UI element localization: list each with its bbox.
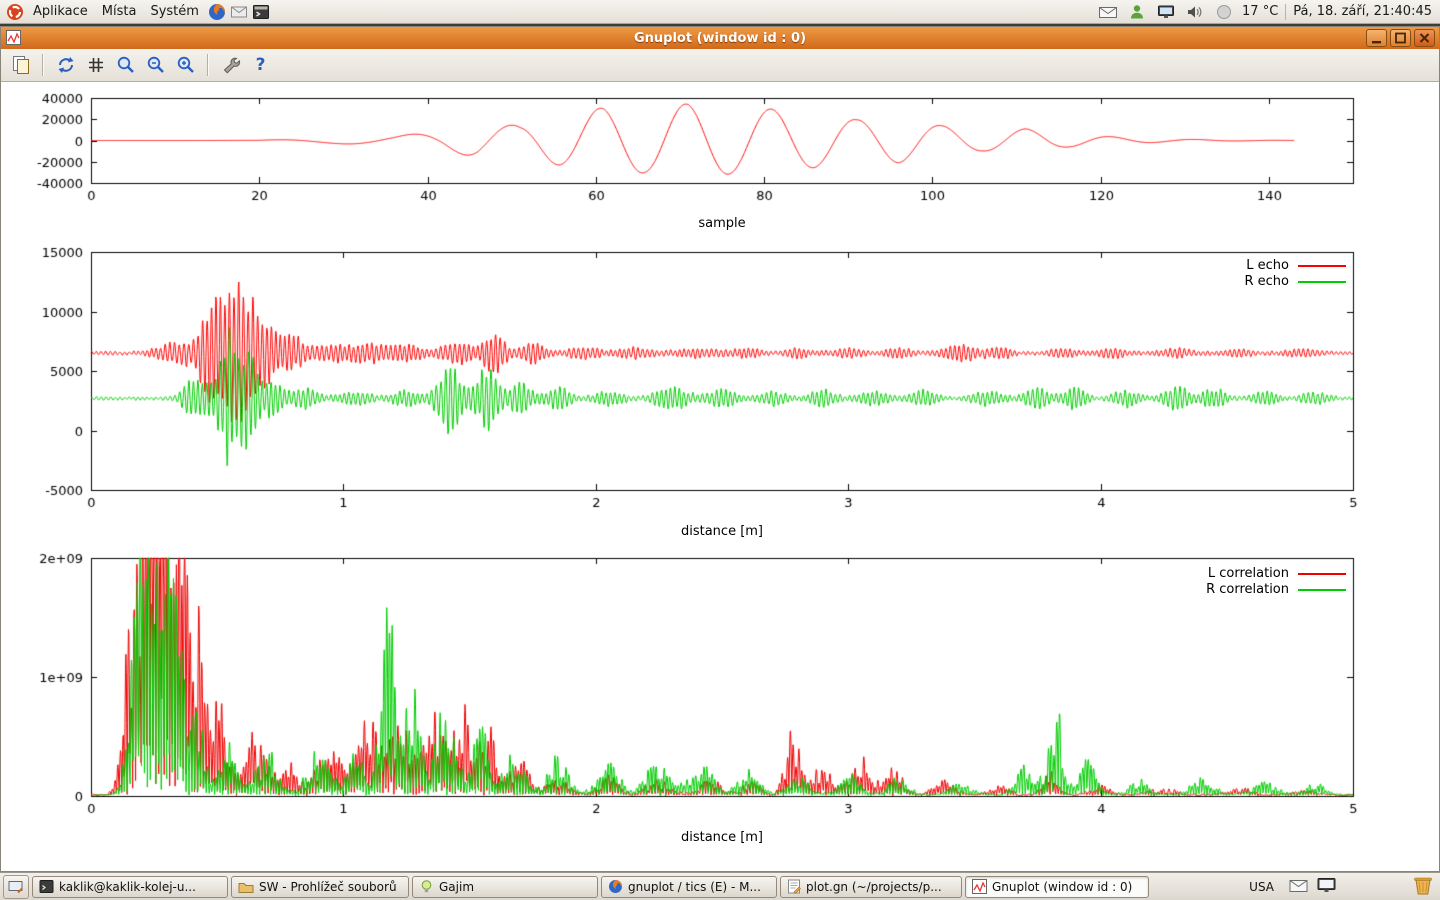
taskbar-tray: USA — [1243, 875, 1440, 899]
task-label: Gnuplot (window id : 0) — [992, 879, 1133, 894]
mail-icon[interactable] — [228, 1, 250, 23]
task-button-gnuplot[interactable]: Gnuplot (window id : 0) — [965, 875, 1149, 898]
task-button-gajim[interactable]: Gajim — [412, 875, 598, 898]
keyboard-layout-indicator[interactable]: USA — [1249, 879, 1274, 894]
window-icon — [6, 30, 21, 49]
chart-echo: L echo R echo distance [m] — [1, 241, 1440, 541]
chart-correlation-legend: L correlation R correlation — [1206, 566, 1346, 597]
gajim-icon — [421, 880, 432, 893]
task-button-firefox[interactable]: gnuplot / tics (E) - M... — [601, 875, 777, 898]
firefox-icon[interactable] — [206, 1, 228, 23]
chart-echo-xlabel: distance [m] — [680, 524, 764, 539]
panel-status-area: 17 °C Pá, 18. září, 21:40:45 — [1097, 1, 1440, 23]
config-button[interactable] — [217, 52, 244, 79]
task-button-terminal[interactable]: kaklik@kaklik-kolej-u... — [32, 875, 228, 898]
terminal-icon — [39, 880, 54, 893]
replot-button[interactable] — [52, 52, 79, 79]
legend-entry: L correlation — [1206, 566, 1346, 581]
autoscale-button[interactable] — [172, 52, 199, 79]
grid-toggle-button[interactable] — [82, 52, 109, 79]
weather-icon[interactable] — [1213, 1, 1235, 23]
gnuplot-icon — [972, 879, 987, 894]
titlebar[interactable]: Gnuplot (window id : 0) — [1, 27, 1439, 49]
toolbar-separator — [207, 54, 209, 76]
chart-correlation-xlabel: distance [m] — [680, 830, 764, 845]
minimize-button[interactable] — [1366, 29, 1387, 47]
distributor-logo-icon[interactable] — [4, 1, 26, 23]
toolbar-separator — [42, 54, 44, 76]
legend-label: L echo — [1246, 258, 1289, 273]
plot-area: sample L echo R echo distance [m] L corr — [1, 82, 1440, 871]
legend-label: L correlation — [1207, 566, 1289, 581]
maximize-button[interactable] — [1390, 29, 1411, 47]
task-button-editor[interactable]: plot.gn (~/projects/p... — [780, 875, 962, 898]
legend-label: R echo — [1244, 274, 1289, 289]
legend-line-sample — [1298, 572, 1346, 575]
menu-applications[interactable]: Aplikace — [33, 4, 88, 19]
chart-signal: sample — [1, 89, 1440, 239]
volume-icon[interactable] — [1184, 1, 1206, 23]
gnuplot-window: Gnuplot (window id : 0) — [0, 26, 1440, 872]
mail-notification-icon[interactable] — [1097, 1, 1119, 23]
legend-line-sample — [1298, 264, 1346, 267]
task-label: kaklik@kaklik-kolej-u... — [59, 879, 196, 894]
copy-clipboard-button[interactable] — [7, 52, 34, 79]
legend-entry: R echo — [1244, 274, 1346, 289]
chart-correlation: L correlation R correlation distance [m] — [1, 549, 1440, 849]
menu-system[interactable]: Systém — [150, 4, 199, 19]
legend-entry: L echo — [1244, 258, 1346, 273]
close-button[interactable] — [1414, 29, 1435, 47]
legend-label: R correlation — [1206, 582, 1289, 597]
task-label: gnuplot / tics (E) - M... — [628, 879, 761, 894]
chart-signal-xlabel: sample — [698, 216, 746, 231]
chart-echo-legend: L echo R echo — [1244, 258, 1346, 289]
chart-correlation-canvas[interactable] — [1, 549, 1440, 849]
trash-icon[interactable] — [1411, 875, 1435, 899]
task-label: plot.gn (~/projects/p... — [806, 879, 942, 894]
task-label: SW - Prohlížeč souborů — [259, 879, 397, 894]
show-desktop-button[interactable] — [3, 874, 29, 899]
panel-separator — [1285, 3, 1287, 20]
help-button[interactable]: ? — [247, 52, 274, 79]
toolbar: ? — [1, 49, 1439, 82]
window-title: Gnuplot (window id : 0) — [633, 30, 807, 46]
help-glyph: ? — [255, 55, 266, 75]
terminal-icon[interactable] — [250, 1, 272, 23]
zoom-previous-button[interactable] — [112, 52, 139, 79]
text-editor-icon — [788, 879, 801, 894]
user-switcher-icon[interactable] — [1126, 1, 1148, 23]
task-label: Gajim — [439, 879, 475, 894]
folder-icon — [238, 882, 254, 893]
top-panel: Aplikace Místa Systém 17 °C Pá, 18 — [0, 0, 1440, 24]
legend-entry: R correlation — [1206, 582, 1346, 597]
legend-line-sample — [1298, 280, 1346, 283]
task-button-file-manager[interactable]: SW - Prohlížeč souborů — [231, 875, 409, 898]
chart-echo-canvas[interactable] — [1, 241, 1440, 541]
tray-mail-icon[interactable] — [1289, 878, 1308, 896]
taskbar: kaklik@kaklik-kolej-u... SW - Prohlížeč … — [0, 872, 1440, 900]
panel-menus: Aplikace Místa Systém — [0, 1, 272, 23]
window-controls — [1366, 29, 1439, 47]
temperature-label[interactable]: 17 °C — [1242, 4, 1279, 19]
firefox-icon — [609, 880, 622, 893]
legend-line-sample — [1298, 588, 1346, 591]
zoom-next-button[interactable] — [142, 52, 169, 79]
display-settings-icon[interactable] — [1155, 1, 1177, 23]
menu-places[interactable]: Místa — [101, 4, 137, 19]
clock-label[interactable]: Pá, 18. září, 21:40:45 — [1293, 4, 1432, 19]
chart-signal-canvas[interactable] — [1, 89, 1440, 237]
tray-display-icon[interactable] — [1317, 877, 1337, 897]
